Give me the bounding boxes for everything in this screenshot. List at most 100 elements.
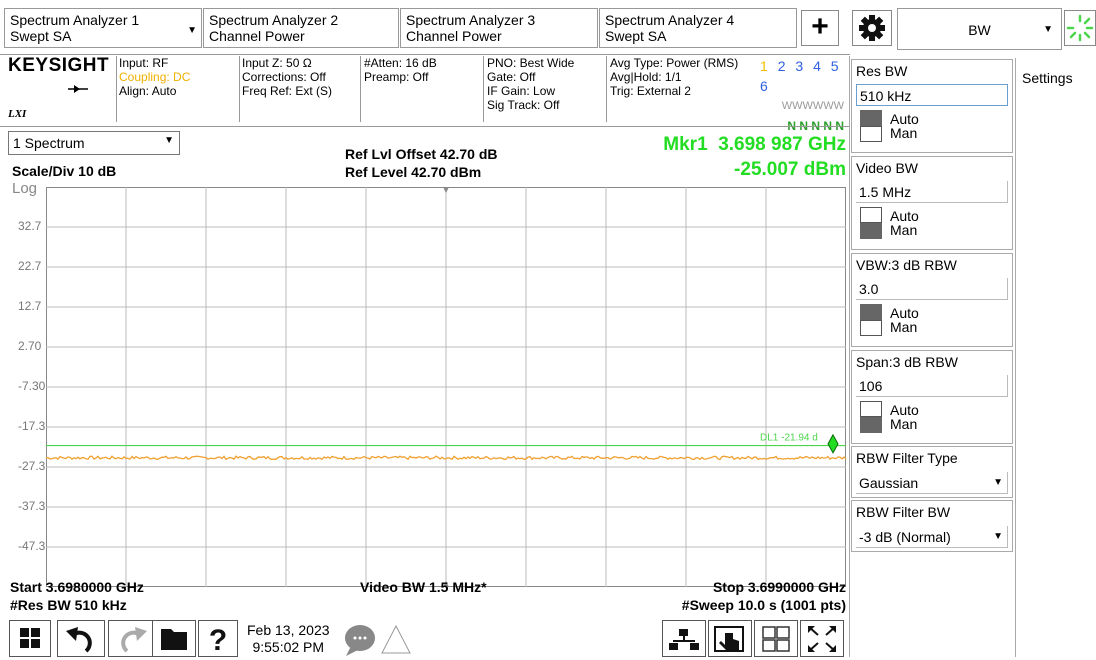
vbw-rbw-auto-man-toggle[interactable]: Auto Man: [860, 302, 1012, 338]
rbw-filter-bw-title: RBW Filter BW: [856, 504, 951, 520]
layout-button[interactable]: [754, 620, 798, 657]
freq-ref-status: Freq Ref: Ext (S): [242, 84, 333, 98]
touch-button[interactable]: [708, 620, 752, 657]
scale-per-div: Scale/Div 10 dB: [12, 163, 117, 179]
vbw-rbw-ratio-control[interactable]: VBW:3 dB RBW 3.0 Auto Man: [851, 253, 1013, 347]
redo-icon: [121, 627, 147, 653]
rbw-filter-type-value: Gaussian: [859, 475, 919, 491]
gate-status: Gate: Off: [487, 70, 536, 84]
trace-indicator[interactable]: 1 2 3 4 5 6 WWWWWW N N N N N: [760, 56, 848, 133]
gear-button[interactable]: [852, 10, 892, 46]
touch-icon: [714, 626, 744, 652]
input-status: Input: RF: [119, 56, 169, 70]
res-bw-control[interactable]: Res BW 510 kHz Auto Man: [851, 59, 1013, 153]
chevron-down-icon: ▼: [993, 531, 1003, 542]
corrections-status: Corrections: Off: [242, 70, 326, 84]
y-tick-label: -47.3: [18, 539, 46, 553]
tab-title: Spectrum Analyzer 1: [10, 12, 140, 28]
tab-spectrum-analyzer-4[interactable]: Spectrum Analyzer 4 Swept SA: [599, 8, 797, 48]
input-z-status: Input Z: 50 Ω: [242, 56, 312, 70]
rbw-filter-type-title: RBW Filter Type: [856, 450, 958, 466]
rbw-filter-type-select[interactable]: Gaussian ▼: [856, 472, 1008, 494]
tab-mode: Channel Power: [209, 28, 305, 44]
span-rbw-auto-man-toggle[interactable]: Auto Man: [860, 399, 1012, 435]
video-bw-value-field[interactable]: 1.5 MHz: [856, 181, 1008, 203]
spectrum-display[interactable]: DL1 -21.94 d: [45, 187, 847, 587]
sweep-time: #Sweep 10.0 s (1001 pts): [681, 597, 846, 613]
add-screen-button[interactable]: +: [801, 10, 839, 46]
res-bw-auto-man-toggle[interactable]: Auto Man: [860, 108, 1012, 144]
file-button[interactable]: [152, 620, 196, 657]
display-line-label: DL1 -21.94 d: [760, 433, 818, 444]
tab-title: Spectrum Analyzer 3: [406, 12, 536, 28]
windows-button[interactable]: [9, 620, 51, 657]
redo-button[interactable]: [108, 620, 156, 657]
time: 9:55:02 PM: [252, 639, 325, 655]
center-bottom-marker: [443, 581, 449, 587]
vbw-rbw-value-field[interactable]: 3.0: [856, 278, 1008, 300]
res-bw-title: Res BW: [856, 63, 908, 79]
trig-status: Trig: External 2: [610, 84, 691, 98]
tab-mode: Swept SA: [10, 28, 72, 44]
auto-indicator: [860, 207, 882, 223]
input-arrow-icon: [68, 85, 88, 93]
ref-level-offset: Ref Lvl Offset 42.70 dB: [345, 146, 498, 162]
help-button[interactable]: ?: [198, 620, 238, 657]
tab-mode: Channel Power: [406, 28, 502, 44]
y-tick-label: 32.7: [18, 219, 42, 233]
brand-area: KEYSIGHT LXI: [8, 56, 116, 122]
keysight-logo: KEYSIGHT: [8, 55, 110, 76]
rbw-filter-bw-select[interactable]: -3 dB (Normal) ▼: [856, 526, 1008, 548]
menu-select[interactable]: BW ▼: [897, 8, 1062, 50]
message-icon: [345, 624, 411, 656]
tab-mode: Swept SA: [605, 28, 667, 44]
settings-tab[interactable]: Settings: [1015, 58, 1096, 657]
man-label: Man: [890, 319, 918, 335]
video-bw-control[interactable]: Video BW 1.5 MHz Auto Man: [851, 156, 1013, 250]
rbw-filter-type-control[interactable]: RBW Filter Type Gaussian ▼: [851, 446, 1013, 498]
network-button[interactable]: [662, 620, 706, 657]
windows-icon: [20, 628, 40, 648]
window-select[interactable]: 1 Spectrum ▼: [8, 131, 180, 155]
if-gain-status: IF Gain: Low: [487, 84, 556, 98]
scale-type: Log: [12, 180, 38, 197]
trace-1: 1: [760, 58, 771, 74]
avg-type-status: Avg Type: Power (RMS): [610, 56, 739, 70]
span-rbw-ratio-control[interactable]: Span:3 dB RBW 106 Auto Man: [851, 350, 1013, 444]
fullscreen-button[interactable]: [800, 620, 844, 657]
y-tick-label: -17.3: [18, 419, 46, 433]
rbw-filter-bw-control[interactable]: RBW Filter BW -3 dB (Normal) ▼: [851, 500, 1013, 552]
sig-track-status: Sig Track: Off: [487, 98, 560, 112]
y-tick-label: -37.3: [18, 499, 46, 513]
man-indicator: [860, 320, 882, 336]
y-tick-label: 22.7: [18, 259, 42, 273]
date-time: Feb 13, 2023 9:55:02 PM: [247, 622, 330, 656]
tab-spectrum-analyzer-3[interactable]: Spectrum Analyzer 3 Channel Power: [400, 8, 598, 48]
res-bw-value-field[interactable]: 510 kHz: [856, 84, 1008, 106]
chevron-down-icon: ▼: [1043, 24, 1053, 35]
layout-icon: [762, 626, 790, 652]
chevron-down-icon[interactable]: ▼: [187, 25, 197, 36]
message-area[interactable]: [340, 620, 412, 657]
center-top-marker: [443, 187, 449, 193]
pno-status: PNO: Best Wide: [487, 56, 575, 70]
tab-title: Spectrum Analyzer 4: [605, 12, 735, 28]
preamp-status: Preamp: Off: [364, 70, 429, 84]
tab-spectrum-analyzer-1[interactable]: Spectrum Analyzer 1 Swept SA ▼: [4, 8, 202, 48]
spinner-icon: [1066, 14, 1094, 42]
marker-frequency: Mkr1 3.698 987 GHz: [663, 134, 846, 155]
tab-spectrum-analyzer-2[interactable]: Spectrum Analyzer 2 Channel Power: [203, 8, 399, 48]
man-indicator: [860, 417, 882, 433]
man-indicator: [860, 126, 882, 142]
video-bw-auto-man-toggle[interactable]: Auto Man: [860, 205, 1012, 241]
y-tick-label: 12.7: [18, 299, 42, 313]
undo-button[interactable]: [57, 620, 105, 657]
coupling-status: Coupling: DC: [119, 70, 191, 84]
trace-5: 5: [830, 58, 842, 74]
rbw-filter-bw-value: -3 dB (Normal): [859, 529, 951, 545]
man-label: Man: [890, 416, 918, 432]
chevron-down-icon: ▼: [993, 477, 1003, 488]
window-select-value: 1 Spectrum: [13, 135, 85, 151]
span-rbw-value-field[interactable]: 106: [856, 375, 1008, 397]
y-tick-label: 2.70: [18, 339, 42, 353]
